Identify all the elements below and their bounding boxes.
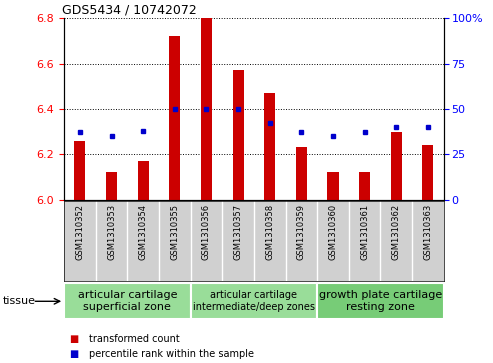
Bar [327, 172, 339, 200]
Text: GSM1310359: GSM1310359 [297, 204, 306, 260]
Bar [296, 147, 307, 200]
Bar [423, 145, 433, 200]
Text: GSM1310352: GSM1310352 [75, 204, 84, 260]
Bar [138, 161, 149, 200]
Text: growth plate cartilage
resting zone: growth plate cartilage resting zone [319, 290, 442, 312]
Bar [391, 132, 402, 200]
Bar [201, 18, 212, 200]
Bar [317, 283, 444, 319]
Text: tissue: tissue [2, 296, 35, 306]
Text: GSM1310361: GSM1310361 [360, 204, 369, 260]
Text: GSM1310362: GSM1310362 [392, 204, 401, 260]
Bar [233, 70, 244, 200]
Text: articular cartilage
superficial zone: articular cartilage superficial zone [77, 290, 177, 312]
Bar [359, 172, 370, 200]
Text: GSM1310354: GSM1310354 [139, 204, 148, 260]
Text: ■: ■ [69, 334, 78, 344]
Text: transformed count: transformed count [89, 334, 179, 344]
Text: GDS5434 / 10742072: GDS5434 / 10742072 [62, 4, 197, 17]
Text: GSM1310360: GSM1310360 [328, 204, 338, 260]
Text: GSM1310358: GSM1310358 [265, 204, 274, 260]
Bar [106, 172, 117, 200]
Text: ■: ■ [69, 349, 78, 359]
Text: GSM1310357: GSM1310357 [234, 204, 243, 260]
Text: articular cartilage
intermediate/deep zones: articular cartilage intermediate/deep zo… [193, 290, 315, 312]
Bar [264, 93, 275, 200]
Text: GSM1310363: GSM1310363 [423, 204, 432, 260]
Text: GSM1310356: GSM1310356 [202, 204, 211, 260]
Text: GSM1310353: GSM1310353 [107, 204, 116, 260]
Bar [191, 283, 317, 319]
Bar [64, 283, 191, 319]
Text: percentile rank within the sample: percentile rank within the sample [89, 349, 254, 359]
Bar [74, 141, 85, 200]
Text: GSM1310355: GSM1310355 [170, 204, 179, 260]
Bar [169, 36, 180, 200]
